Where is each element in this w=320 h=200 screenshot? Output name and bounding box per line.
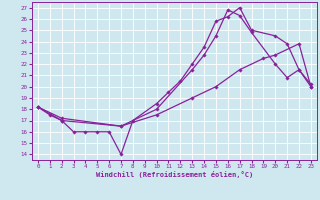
X-axis label: Windchill (Refroidissement éolien,°C): Windchill (Refroidissement éolien,°C) xyxy=(96,171,253,178)
